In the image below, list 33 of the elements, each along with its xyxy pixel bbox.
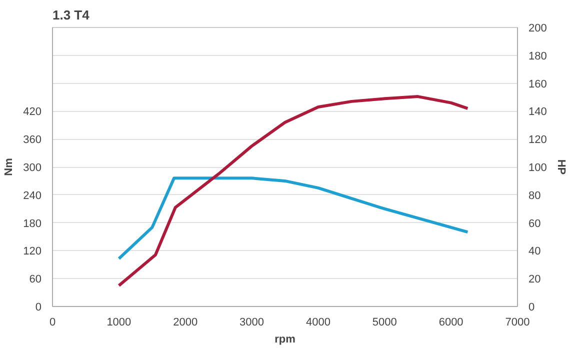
y-tick-label: 120 [23, 246, 42, 258]
y-axis-title: Nm [3, 158, 16, 176]
y2-tick-label: 180 [528, 50, 547, 62]
x-axis-title: rpm [274, 334, 296, 346]
y2-tick-label: 140 [528, 106, 547, 118]
x-tick-label: 2000 [173, 316, 198, 328]
x-tick-label: 5000 [372, 316, 397, 328]
line-series [117, 95, 470, 288]
x-tick-label: 3000 [240, 316, 264, 328]
y-tick-label: 300 [23, 162, 42, 174]
y2-tick-label: 80 [528, 190, 541, 202]
y-tick-label: 0 [35, 302, 42, 314]
y-tick-label: 180 [23, 218, 42, 230]
chart-title: 1.3 T4 [52, 8, 90, 22]
x-tick-label: 1000 [106, 316, 132, 328]
x-tick-label: 0 [49, 316, 56, 328]
y-tick-label: 420 [23, 106, 42, 118]
x-tick-label: 7000 [505, 316, 530, 328]
y2-tick-label: 20 [528, 274, 541, 286]
y-tick-label: 60 [29, 274, 42, 286]
x-tick-label: 6000 [438, 316, 464, 328]
y-tick-label: 360 [23, 134, 42, 146]
y2-tick-label: 100 [528, 162, 547, 174]
y2-tick-label: 40 [528, 246, 541, 258]
y2-tick-label: 60 [528, 218, 541, 230]
y2-tick-label: 120 [528, 134, 547, 146]
y-tick-label: 240 [23, 190, 42, 202]
line-series [117, 176, 470, 260]
y2-tick-label: 200 [528, 22, 547, 34]
y2-axis-title: HP [554, 159, 567, 175]
y2-tick-label: 0 [528, 302, 535, 314]
x-tick-label: 4000 [306, 316, 330, 328]
y2-tick-label: 160 [528, 78, 547, 90]
